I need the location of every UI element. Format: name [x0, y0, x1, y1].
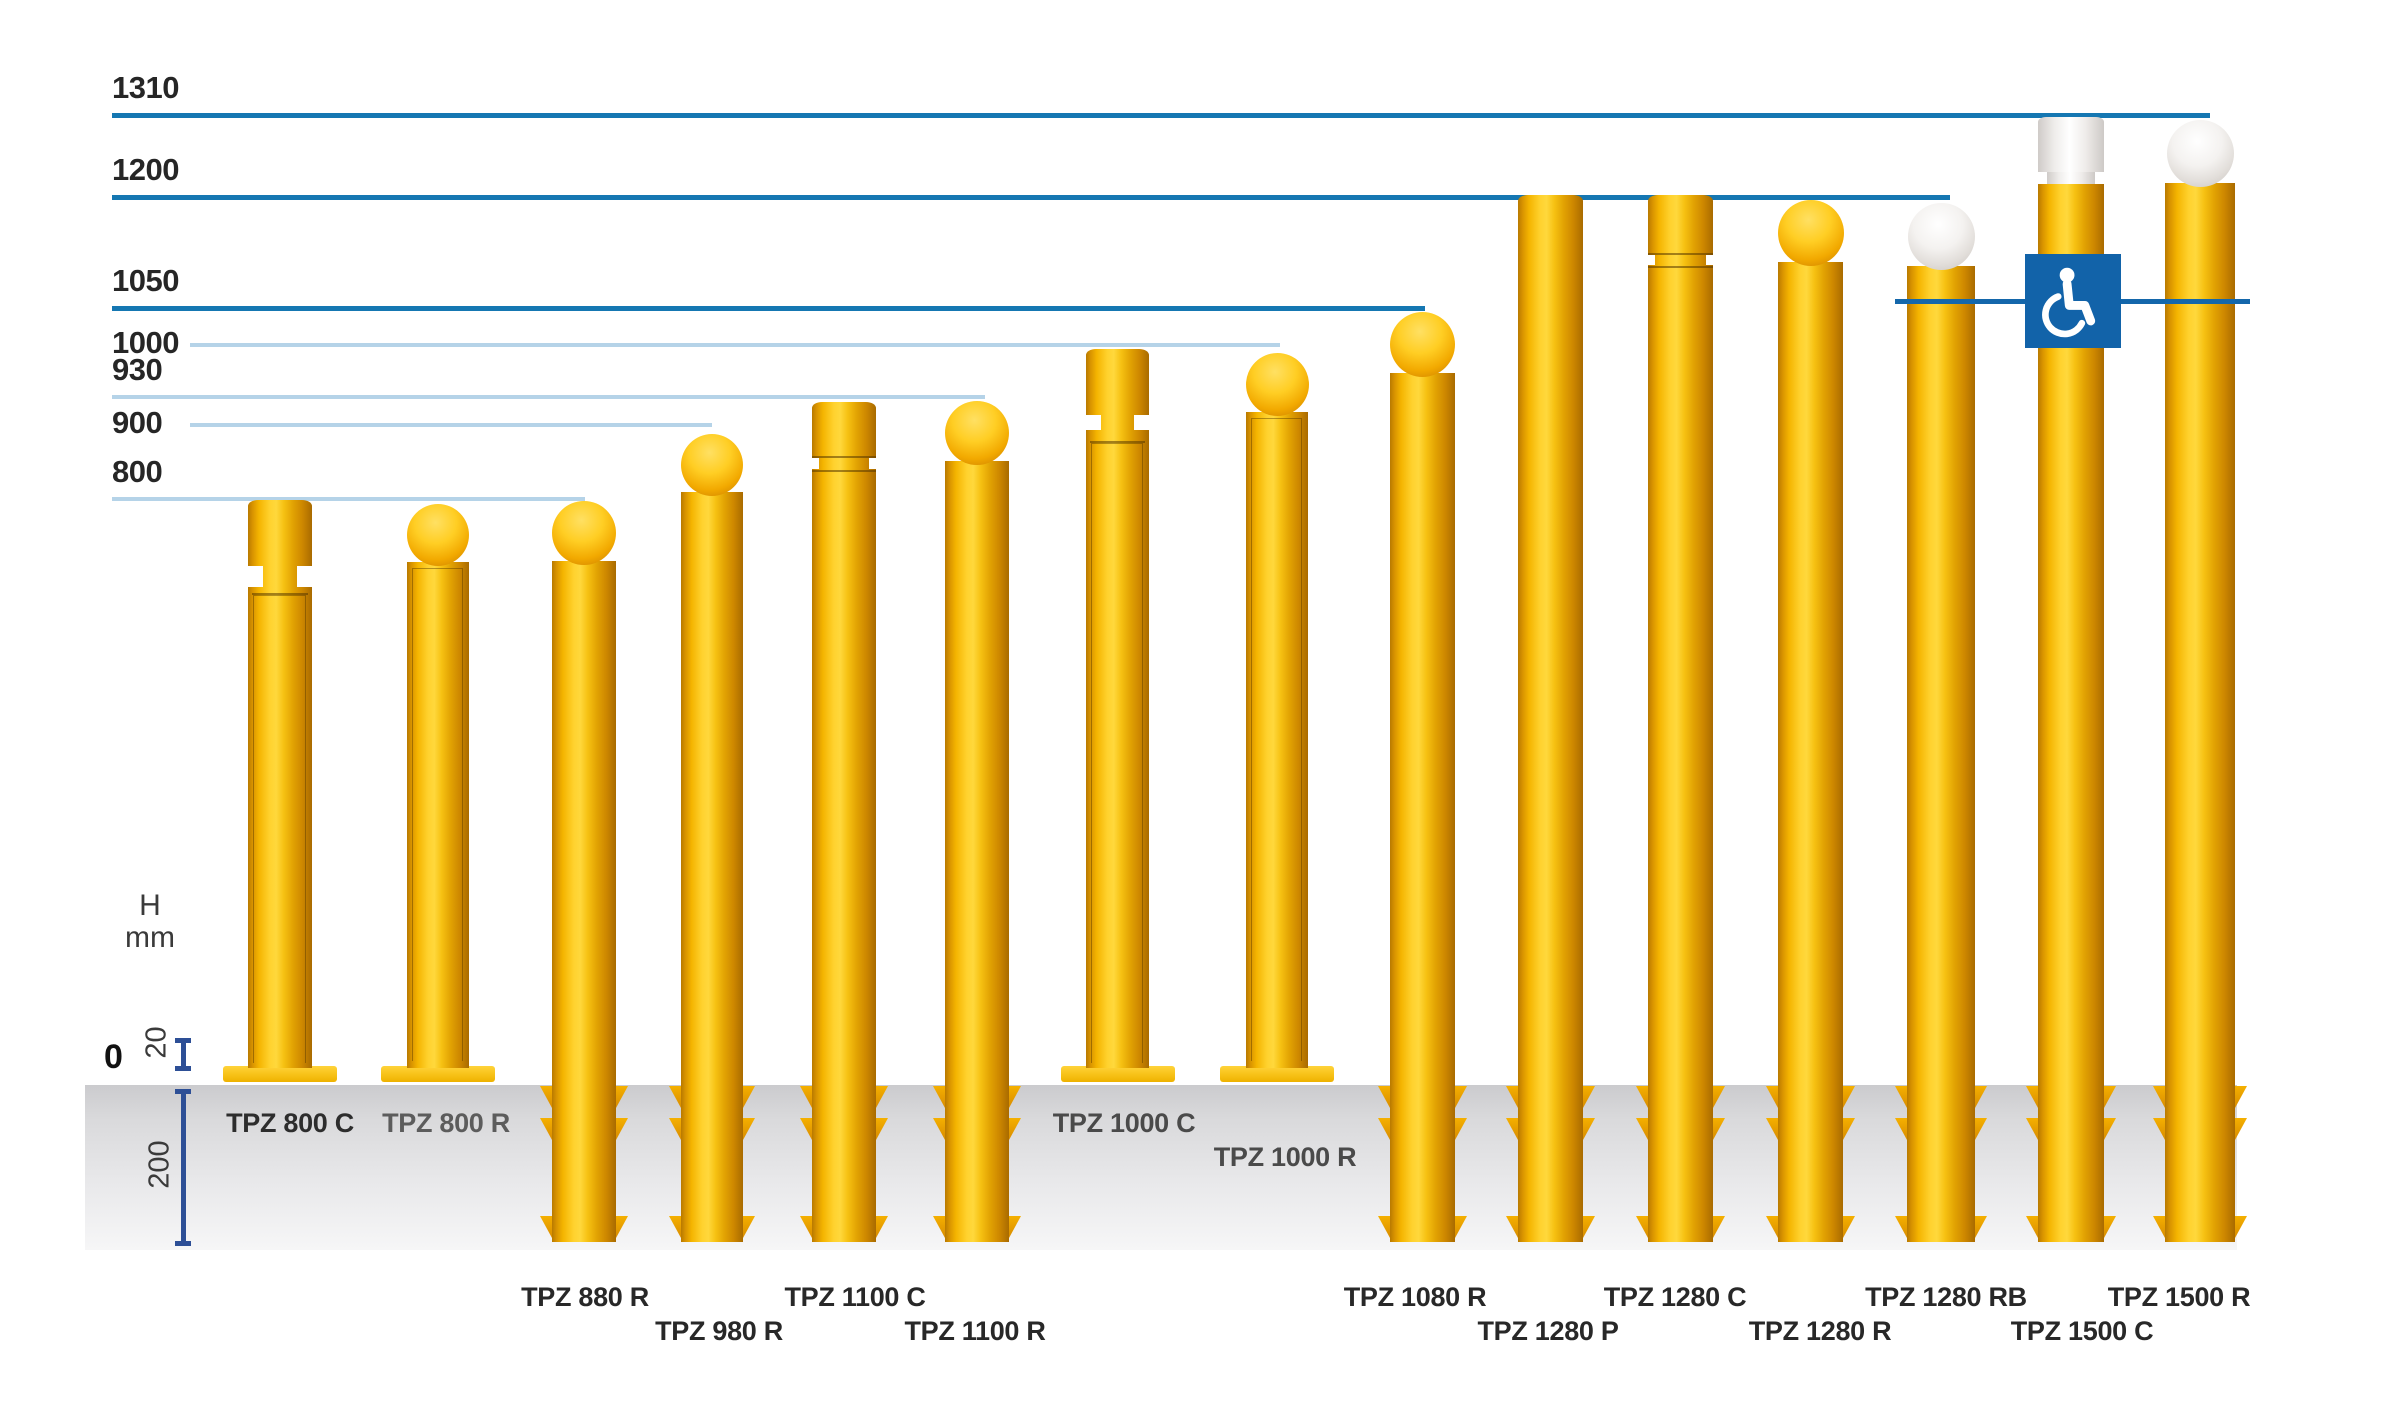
chain-notch-left [1086, 415, 1101, 430]
bollard-label: TPZ 1500 R [2107, 1282, 2251, 1312]
height-unit-symbol: H [139, 889, 161, 922]
post-seam [253, 595, 306, 1063]
post-seam [412, 568, 463, 1061]
height-line-1200 [112, 195, 1950, 200]
bollard-post [1518, 195, 1583, 1242]
root-depth-dim-label: 200 [143, 1140, 176, 1189]
height-unit-label: H mm [108, 889, 192, 955]
height-line-label-1050: 1050 [112, 263, 179, 298]
bollard-label: TPZ 1280 RB [1865, 1282, 2027, 1312]
baseplate [1060, 1066, 1175, 1082]
chain-notch-left [248, 566, 263, 587]
bollard-post [552, 561, 616, 1242]
post-seam [1251, 418, 1302, 1061]
height-line-label-800: 800 [112, 454, 163, 489]
bollard-post [1648, 195, 1713, 1242]
bollard-label: TPZ 880 R [521, 1282, 649, 1312]
bollard-label: TPZ 1080 R [1343, 1282, 1487, 1312]
height-line-930 [112, 395, 985, 399]
groove-top-line [812, 456, 876, 458]
bollard-ball-top [945, 401, 1009, 465]
bollard-ball-top [1390, 312, 1455, 377]
bollard-post [1907, 266, 1975, 1242]
groove-top-line [1648, 253, 1713, 255]
bollard-ball-top [552, 501, 616, 565]
joint-line [252, 593, 308, 595]
bollard-post [681, 492, 743, 1242]
bollard-label: TPZ 980 R [655, 1316, 783, 1346]
groove-bottom-line [812, 470, 876, 472]
bollard-label: TPZ 1280 P [1477, 1316, 1619, 1346]
ground-zero-label: 0 [104, 1038, 123, 1076]
bollard-label: TPZ 800 R [382, 1108, 510, 1138]
chain-notch-right [1134, 415, 1149, 430]
bollard-post [812, 402, 876, 1242]
bollard-post [407, 562, 469, 1068]
groove-bottom-line [1648, 266, 1713, 268]
baseplate [381, 1066, 495, 1082]
height-unit-mm: mm [125, 921, 175, 955]
joint-line [1090, 441, 1145, 443]
height-line-label-1200: 1200 [112, 152, 179, 187]
height-line-1050 [112, 306, 1425, 311]
height-line-1310 [112, 113, 2210, 118]
groove-notch-right [1706, 255, 1713, 265]
plate-height-dim-bar [181, 1040, 186, 1069]
reflective-cap-joint [2047, 172, 2095, 184]
height-line-label-1000: 1000 [112, 325, 179, 360]
bollard-ball-top [407, 504, 469, 566]
bollard-post [2038, 184, 2104, 1242]
wheelchair-icon [2042, 267, 2096, 338]
height-line-1000 [190, 343, 1280, 347]
chain-notch-right [297, 566, 312, 587]
height-line-800 [112, 497, 585, 501]
bollard-post [1778, 262, 1843, 1242]
groove-notch-left [1648, 255, 1655, 265]
bollard-post [2165, 183, 2235, 1242]
bollard-label: TPZ 1100 C [784, 1282, 926, 1312]
plate-height-dim-cap-bottom [175, 1066, 191, 1071]
bollard-ball-top [1777, 200, 1844, 266]
root-depth-dim-cap-bottom [175, 1241, 191, 1246]
bollard-post [1086, 349, 1149, 1068]
root-depth-dim-cap-top [175, 1089, 191, 1094]
bollard-label: TPZ 1500 C [2010, 1316, 2154, 1346]
groove-notch-right [869, 458, 876, 469]
bollard-label: TPZ 1000 C [1052, 1108, 1196, 1138]
reflective-cap [2038, 117, 2104, 172]
baseplate [1220, 1066, 1334, 1082]
bollard-ball-top [1245, 353, 1309, 416]
bollard-post [1390, 373, 1455, 1242]
root-depth-dim-bar [181, 1091, 186, 1243]
bollard-ball-top-white [2166, 120, 2234, 187]
bollard-ball-top [681, 434, 743, 496]
bollard-post [1246, 412, 1308, 1068]
baseplate [223, 1066, 337, 1082]
height-line-label-900: 900 [112, 405, 163, 440]
bollard-label: TPZ 1100 R [904, 1316, 1046, 1346]
accessibility-sign [2025, 254, 2121, 348]
bollard-label: TPZ 1280 R [1748, 1316, 1892, 1346]
bollard-post [945, 461, 1009, 1242]
height-line-label-930: 930 [112, 352, 163, 387]
plate-height-dim-label: 20 [140, 1026, 173, 1059]
height-line-900 [190, 423, 712, 427]
post-seam [1091, 443, 1143, 1063]
bollard-label: TPZ 800 C [226, 1108, 354, 1138]
plate-height-dim-cap-top [175, 1038, 191, 1043]
groove-notch-left [812, 458, 819, 469]
bollard-label: TPZ 1280 C [1603, 1282, 1747, 1312]
bollard-label: TPZ 1000 R [1213, 1142, 1357, 1172]
ground-strip [85, 1085, 2237, 1250]
height-line-label-1310: 1310 [112, 70, 179, 105]
bollard-ball-top-white [1907, 203, 1975, 270]
